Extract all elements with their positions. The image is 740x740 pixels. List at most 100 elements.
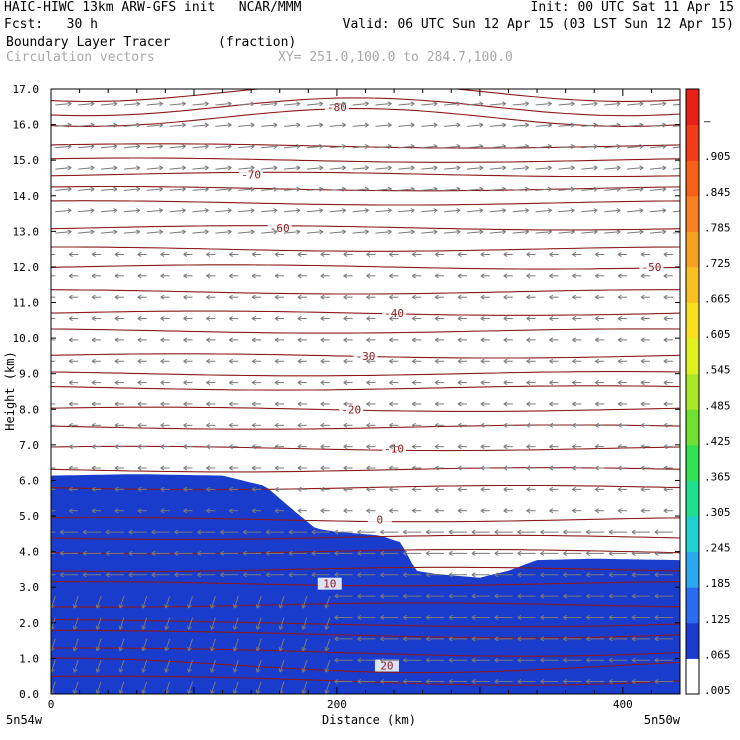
vector-arrowhead (572, 465, 577, 471)
vector-arrowhead (387, 208, 392, 214)
vector-arrowhead (540, 593, 545, 599)
vector-arrowhead (183, 358, 188, 364)
colorbar-label: .245 (704, 542, 731, 555)
vector-arrowhead (255, 668, 261, 673)
vector-arrowhead (324, 689, 330, 694)
vector-arrow (119, 681, 125, 694)
isotherm-line-6 (51, 246, 680, 252)
vector-arrowhead (434, 508, 439, 514)
vector-arrowhead (113, 122, 118, 128)
vector-arrowhead (210, 625, 215, 630)
vector-arrowhead (616, 229, 621, 235)
vector-arrow (73, 595, 79, 609)
vector-arrowhead (526, 358, 531, 364)
vector-arrowhead (433, 186, 438, 192)
vector-arrow (283, 231, 301, 234)
vector-arrowhead (136, 101, 141, 107)
vector-arrowhead (387, 186, 392, 192)
vector-arrowhead (357, 550, 362, 556)
vector-arrow (210, 660, 216, 673)
vector-arrowhead (187, 625, 192, 630)
vector-arrowhead (572, 486, 577, 492)
vector-arrowhead (494, 593, 499, 599)
contour-label: -50 (641, 261, 661, 274)
vector-arrowhead (662, 165, 667, 171)
vector-arrowhead (380, 679, 385, 685)
vector-arrowhead (273, 229, 278, 235)
vector-arrowhead (160, 422, 165, 428)
vector-arrowhead (273, 122, 278, 128)
vector-arrowhead (311, 572, 316, 578)
vector-arrowhead (297, 358, 302, 364)
vector-arrow (421, 145, 438, 149)
vector-arrowhead (640, 337, 645, 343)
vector-arrowhead (137, 316, 142, 322)
vector-arrowhead (593, 165, 598, 171)
vector-arrowhead (183, 401, 188, 407)
vector-arrowhead (387, 165, 392, 171)
vector-arrow (489, 167, 506, 170)
vector-arrowhead (334, 636, 339, 642)
contour-label-bg (353, 349, 378, 362)
vector-arrowhead (137, 358, 142, 364)
vector-arrowhead (572, 337, 577, 343)
vector-arrowhead (229, 337, 233, 343)
vector-arrowhead (181, 165, 186, 171)
vector-arrow (165, 595, 171, 609)
vector-arrowhead (585, 572, 590, 578)
vector-arrowhead (654, 550, 659, 556)
vector-arrow (146, 231, 163, 234)
vector-arrowhead (517, 550, 522, 556)
vector-arrowhead (411, 337, 416, 343)
vector-arrowhead (594, 444, 599, 450)
vector-arrowhead (105, 550, 110, 556)
vector-arrowhead (251, 380, 256, 386)
vector-arrowhead (67, 229, 72, 235)
x-tick-label: 400 (613, 698, 633, 711)
vector-arrowhead (526, 486, 531, 492)
vector-arrowhead (227, 208, 232, 214)
vector-arrowhead (210, 668, 215, 673)
vector-arrowhead (114, 444, 119, 450)
vector-arrowhead (72, 604, 78, 609)
vector-arrowhead (517, 529, 522, 535)
colorbar-swatch (686, 89, 699, 126)
vector-arrowhead (457, 294, 462, 300)
vector-arrowhead (113, 144, 118, 149)
colorbar-swatch (686, 231, 699, 268)
vector-arrowhead (425, 657, 430, 663)
vector-arrowhead (160, 337, 165, 343)
y-tick-label: 0.0 (19, 688, 39, 701)
vector-arrow (421, 231, 438, 234)
vector-arrow (261, 188, 278, 191)
vector-arrowhead (448, 636, 453, 642)
vector-arrowhead (503, 444, 508, 450)
vector-arrow (78, 145, 95, 149)
tracer-band-12 (51, 474, 680, 694)
vector-arrow (535, 231, 552, 234)
vector-arrow (672, 125, 680, 127)
vector-arrowhead (343, 380, 348, 386)
vector-arrow (123, 231, 140, 234)
vector-arrow (489, 103, 506, 106)
vector-arrowhead (114, 273, 119, 279)
vector-arrowhead (563, 679, 568, 685)
vector-arrowhead (91, 358, 96, 364)
vector-arrowhead (242, 572, 247, 578)
vector-arrowhead (141, 668, 147, 673)
isotherm-line-32 (51, 657, 680, 674)
vector-arrowhead (366, 294, 371, 300)
vector-arrowhead (296, 165, 301, 171)
vector-arrow (398, 103, 415, 106)
vector-arrowhead (402, 572, 407, 578)
y-tick-label: 2.0 (19, 617, 39, 630)
vector-arrowhead (273, 144, 278, 149)
vector-arrowhead (67, 208, 72, 214)
vector-arrow (283, 103, 301, 106)
vector-arrowhead (181, 208, 186, 214)
vector-arrowhead (526, 444, 531, 450)
circulation-vectors (51, 101, 680, 694)
vector-arrow (233, 595, 239, 609)
vector-arrow (233, 617, 239, 630)
vector-arrowhead (402, 550, 407, 556)
